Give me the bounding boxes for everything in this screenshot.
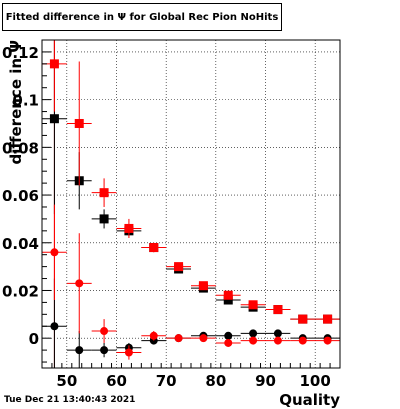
- x-tick-label: 50: [56, 372, 77, 390]
- circle-marker: [149, 331, 158, 340]
- y-axis-label: difference in Ψ: [7, 40, 25, 165]
- circle-marker: [224, 338, 233, 347]
- square-marker: [74, 118, 84, 128]
- circle-series: [42, 204, 340, 360]
- x-tick-label: 70: [156, 372, 177, 390]
- x-tick-label: 90: [255, 372, 276, 390]
- square-marker: [273, 305, 283, 315]
- circle-marker: [50, 248, 59, 257]
- square-series: [42, 40, 340, 324]
- circle-marker: [124, 348, 133, 357]
- y-tick-label: 0.04: [2, 235, 39, 253]
- circle-marker: [199, 334, 208, 343]
- circle-marker: [100, 327, 109, 336]
- circle-marker: [273, 329, 282, 338]
- y-tick-label: 0.12: [2, 44, 39, 62]
- square-marker: [124, 223, 134, 233]
- circle-marker: [323, 336, 332, 345]
- circle-marker: [249, 329, 258, 338]
- circle-marker: [273, 336, 282, 345]
- square-marker: [248, 300, 258, 310]
- timestamp: Tue Dec 21 13:40:43 2021: [4, 395, 136, 405]
- square-marker: [49, 114, 59, 124]
- circle-marker: [50, 322, 59, 331]
- y-tick-label: 0: [29, 330, 39, 348]
- grid-layer: [42, 40, 340, 368]
- square-marker: [174, 262, 184, 272]
- circle-marker: [75, 346, 84, 355]
- square-marker: [223, 290, 233, 300]
- circle-marker: [174, 334, 183, 343]
- circle-marker: [100, 346, 109, 355]
- x-axis-label: Quality: [279, 391, 340, 409]
- x-tick-label: 80: [205, 372, 226, 390]
- circle-marker: [224, 331, 233, 340]
- circle-marker: [75, 279, 84, 288]
- square-marker: [323, 314, 333, 324]
- square-marker: [99, 214, 109, 224]
- series-layer: [42, 40, 340, 368]
- circle-marker: [298, 336, 307, 345]
- square-marker: [99, 188, 109, 198]
- square-marker: [49, 59, 59, 69]
- y-tick-label: 0.08: [2, 139, 39, 157]
- x-tick-label: 60: [106, 372, 127, 390]
- y-tick-label: 0.02: [2, 282, 39, 300]
- y-tick-label: 0.06: [2, 187, 39, 205]
- square-marker: [298, 314, 308, 324]
- circle-series: [42, 278, 340, 368]
- x-tick-label: 100: [300, 372, 331, 390]
- circle-marker: [249, 336, 258, 345]
- square-series: [42, 40, 340, 324]
- tick-layer: 50 60 70 80 90 100 0 0.02 0.04 0.06 0.08 0.1 0.12: [2, 44, 341, 390]
- y-tick-label: 0.1: [12, 92, 39, 110]
- chart-title: Fitted difference in Ψ for Global Rec Pi…: [2, 3, 282, 31]
- square-marker: [223, 295, 233, 305]
- square-marker: [198, 281, 208, 291]
- square-marker: [149, 243, 159, 253]
